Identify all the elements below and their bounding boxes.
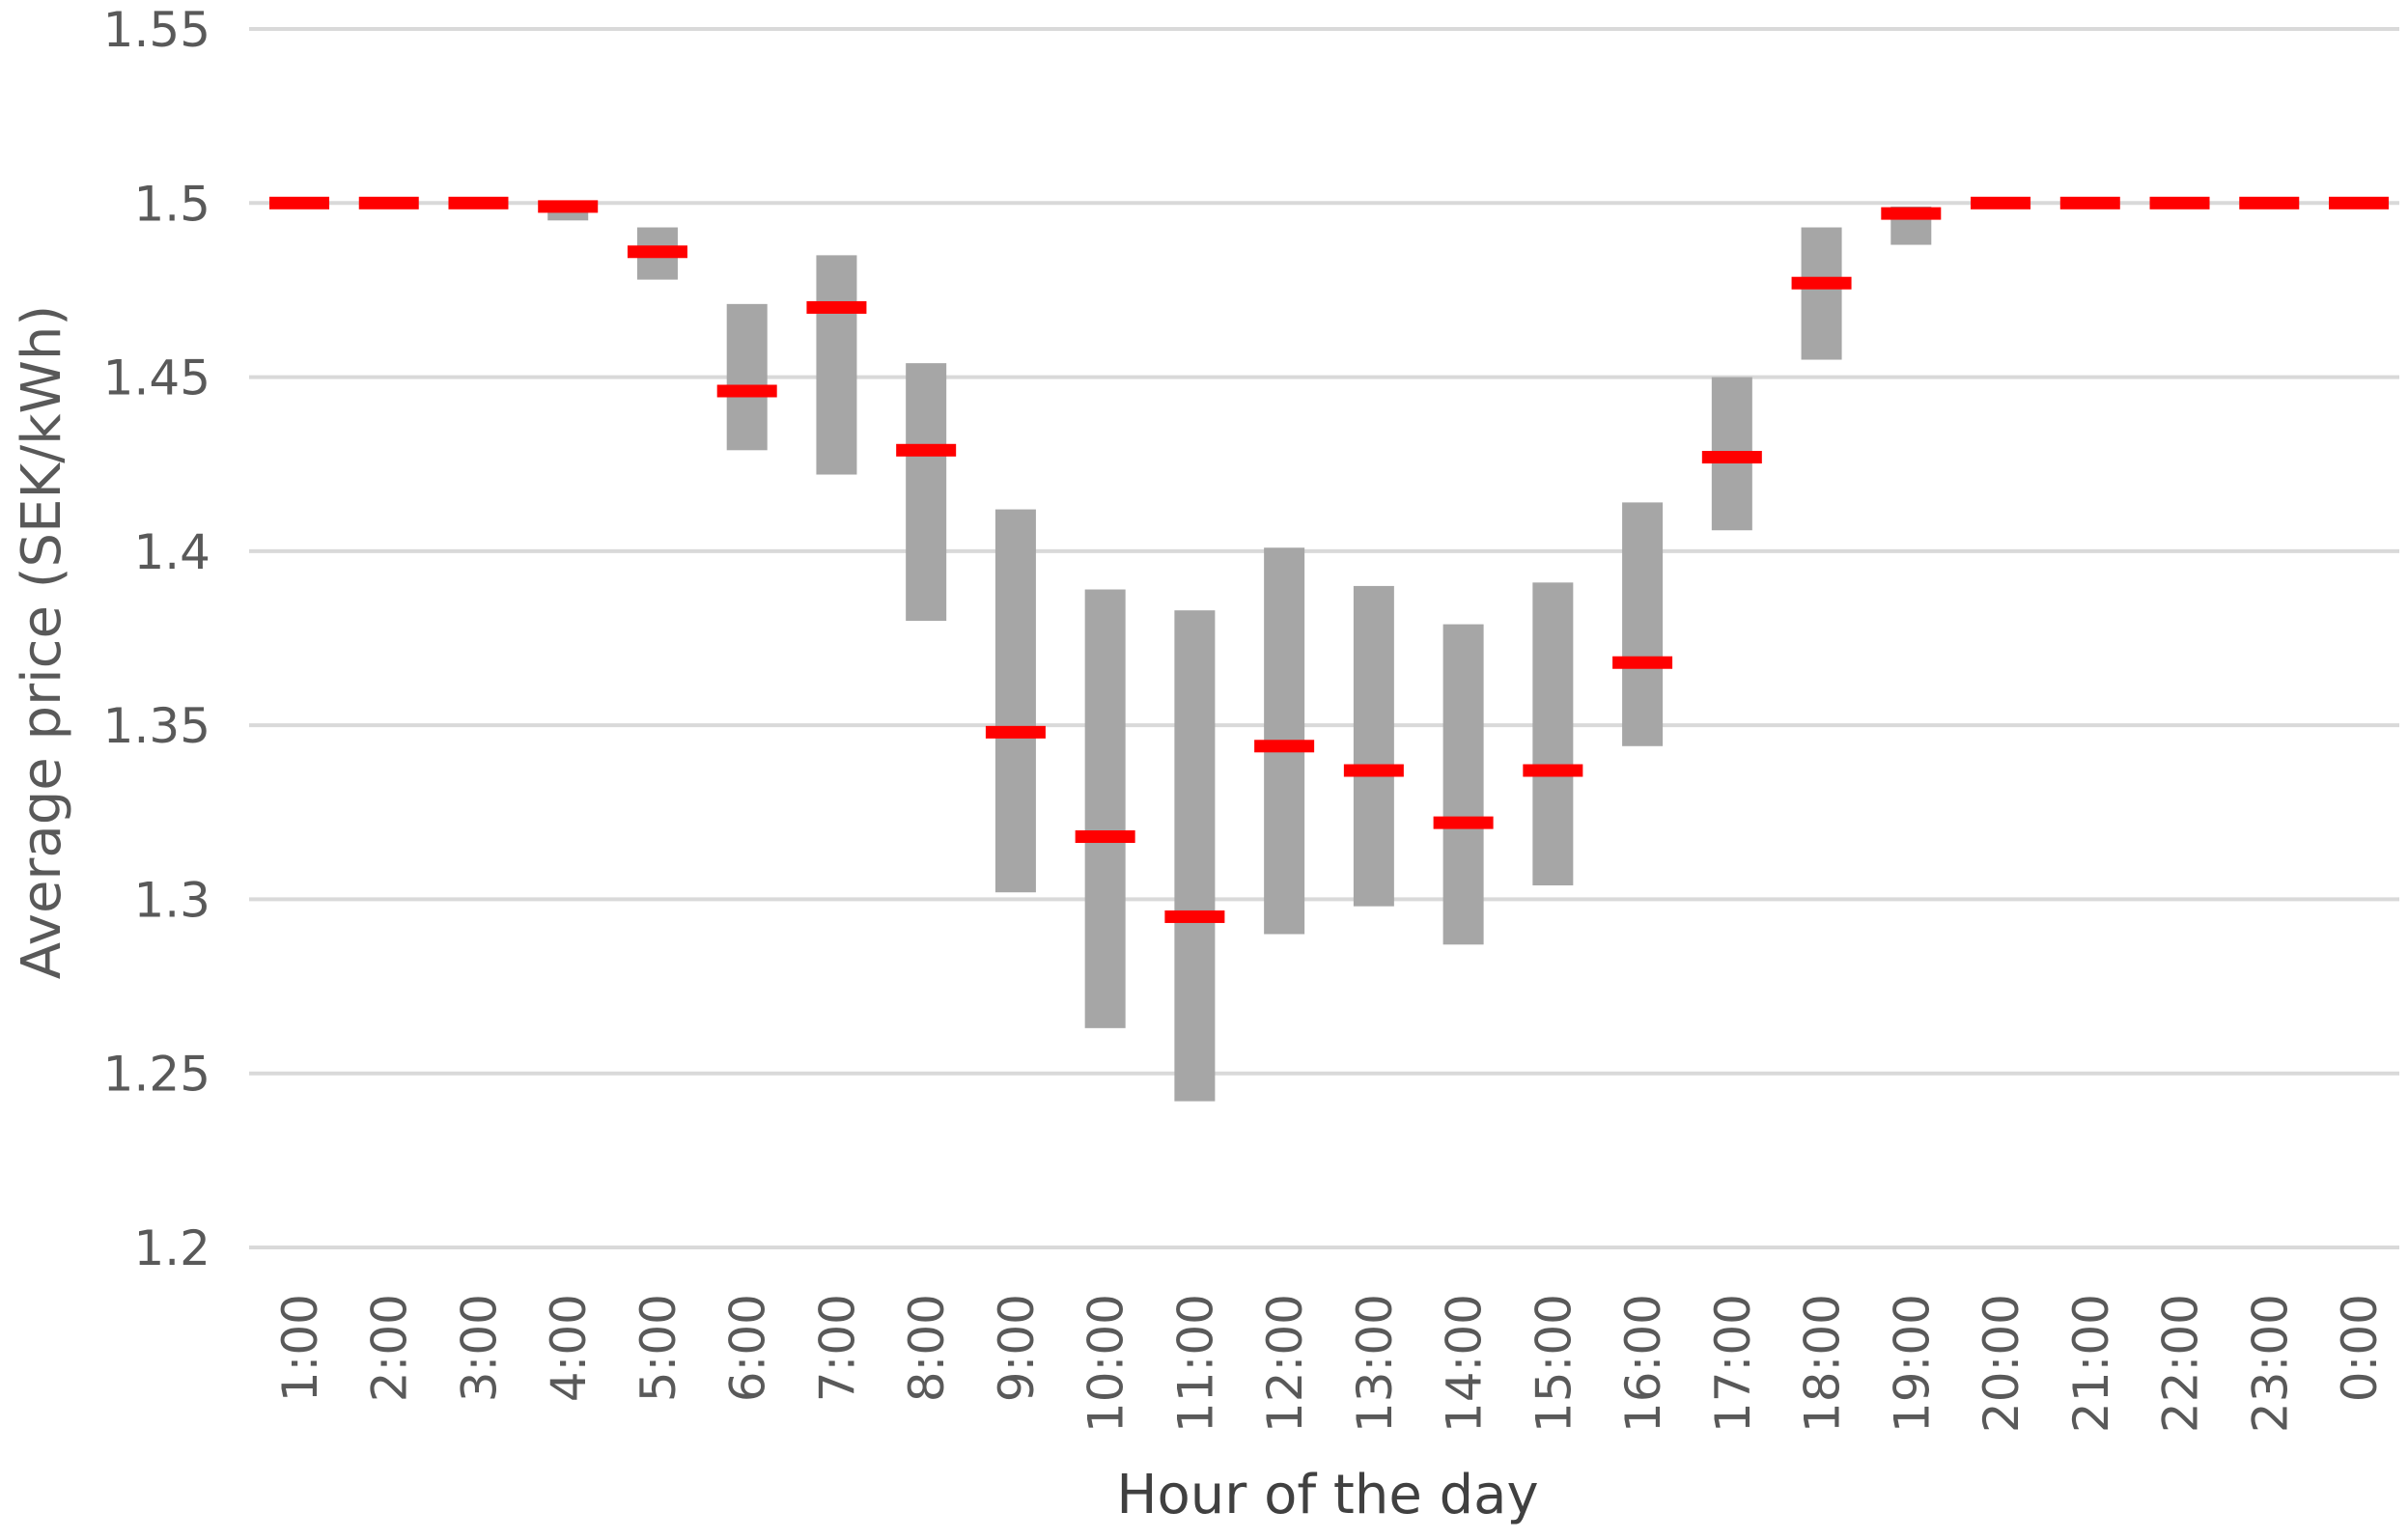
average-marker <box>1075 830 1135 844</box>
average-marker <box>358 196 419 210</box>
average-marker <box>2149 196 2210 210</box>
range-bar <box>1442 624 1484 945</box>
x-tick-label: 10:00 <box>1078 1294 1134 1433</box>
x-tick-label: 19:00 <box>1884 1294 1940 1433</box>
y-tick-label: 1.4 <box>133 524 210 580</box>
x-tick-label: 16:00 <box>1615 1294 1671 1433</box>
range-bar <box>1353 585 1394 907</box>
average-marker <box>985 725 1046 739</box>
average-marker <box>1612 656 1673 669</box>
x-tick-label: 0:00 <box>2332 1294 2388 1402</box>
y-tick-label: 1.55 <box>103 2 210 58</box>
y-axis-title: Average price (SEK/kWh) <box>11 305 73 979</box>
range-bar <box>906 363 947 621</box>
x-tick-label: 21:00 <box>2063 1294 2119 1433</box>
x-tick-label: 1:00 <box>272 1294 328 1402</box>
average-marker <box>1343 764 1404 777</box>
range-bars <box>547 203 1932 1102</box>
x-tick-label: 8:00 <box>899 1294 955 1402</box>
average-marker <box>2329 196 2389 210</box>
average-marker <box>806 300 867 314</box>
x-tick-label: 3:00 <box>451 1294 507 1402</box>
range-bar <box>1174 610 1216 1102</box>
x-tick-label: 6:00 <box>720 1294 776 1402</box>
y-tick-label: 1.45 <box>103 350 210 406</box>
average-marker <box>1433 816 1494 829</box>
range-bar <box>726 303 768 451</box>
average-marker <box>1701 451 1762 464</box>
range-bar <box>1622 502 1664 746</box>
x-tick-label: 2:00 <box>362 1294 418 1402</box>
x-tick-label: 5:00 <box>630 1294 686 1402</box>
gridlines <box>249 27 2399 1249</box>
average-marker <box>269 196 329 210</box>
average-marker <box>716 384 777 398</box>
y-tick-label: 1.35 <box>103 698 210 754</box>
x-tick-label: 15:00 <box>1526 1294 1582 1433</box>
x-tick-labels: 1:00 2:00 3:00 4:00 5:00 6:00 7:00 8:00 9:00 10:0… <box>272 1294 2388 1433</box>
range-bar <box>994 509 1036 893</box>
y-tick-label: 1.3 <box>133 872 210 928</box>
x-tick-label: 13:00 <box>1347 1294 1403 1433</box>
x-tick-label: 12:00 <box>1257 1294 1313 1433</box>
average-marker <box>1881 207 1942 220</box>
x-tick-label: 18:00 <box>1795 1294 1851 1433</box>
x-tick-label: 7:00 <box>809 1294 865 1402</box>
range-bar <box>1532 582 1574 886</box>
x-tick-label: 17:00 <box>1705 1294 1761 1433</box>
x-tick-label: 11:00 <box>1167 1294 1223 1433</box>
range-bar <box>816 255 857 475</box>
x-axis-title: Hour of the day <box>1116 1464 1538 1526</box>
average-markers <box>269 196 2389 923</box>
x-tick-label: 20:00 <box>1974 1294 2030 1433</box>
x-tick-label: 9:00 <box>989 1294 1045 1402</box>
y-tick-labels: 1.2 1.25 1.3 1.35 1.4 1.45 1.5 1.55 <box>103 2 210 1276</box>
average-marker <box>2059 196 2120 210</box>
y-tick-label: 1.5 <box>133 176 210 232</box>
y-tick-label: 1.2 <box>133 1220 210 1276</box>
average-marker <box>896 443 957 457</box>
average-marker <box>448 196 509 210</box>
x-tick-label: 22:00 <box>2153 1294 2209 1433</box>
average-marker <box>538 200 599 213</box>
x-tick-label: 14:00 <box>1437 1294 1493 1433</box>
x-tick-label: 23:00 <box>2242 1294 2298 1433</box>
range-bar <box>1801 227 1842 360</box>
average-marker <box>1164 910 1225 923</box>
average-marker <box>1254 740 1315 753</box>
average-marker <box>1523 764 1583 777</box>
average-marker <box>1971 196 2031 210</box>
average-marker <box>627 245 687 259</box>
x-tick-label: 4:00 <box>541 1294 597 1402</box>
average-marker <box>1791 276 1852 290</box>
y-tick-label: 1.25 <box>103 1047 210 1103</box>
range-bar <box>1084 589 1126 1028</box>
average-marker <box>2239 196 2300 210</box>
